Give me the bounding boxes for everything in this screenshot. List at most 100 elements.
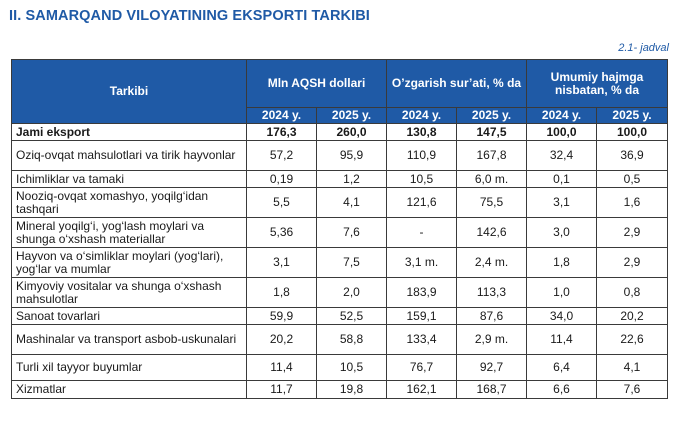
table-body: Jami eksport 176,3 260,0 130,8 147,5 100… [11, 123, 669, 399]
table-row: Ichimliklar va tamaki 0,19 1,2 10,5 6,0 … [11, 170, 669, 188]
cell-value: 4,1 [595, 354, 669, 381]
row-label: Mineral yoqilg‘i, yog‘lash moylari va sh… [11, 217, 247, 248]
cell-value: 52,5 [316, 307, 387, 325]
cell-value: 1,6 [595, 187, 669, 218]
cell-value: 6,6 [526, 380, 597, 399]
cell-value: 113,3 [456, 277, 527, 308]
header-year: 2024 y. [246, 107, 317, 124]
header-group-growth: O’zgarish sur’ati, % da [386, 59, 527, 108]
table-row: Xizmatlar 11,7 19,8 162,1 168,7 6,6 7,6 [11, 380, 669, 399]
cell-value: 2,4 m. [456, 247, 527, 278]
row-label: Kimyoviy vositalar va shunga o‘xshash ma… [11, 277, 247, 308]
table-row: Mashinalar va transport asbob-uskunalari… [11, 324, 669, 355]
cell-value: 147,5 [456, 123, 527, 141]
cell-value: 183,9 [386, 277, 457, 308]
cell-value: 1,0 [526, 277, 597, 308]
row-label: Jami eksport [11, 123, 247, 141]
row-label: Mashinalar va transport asbob-uskunalari [11, 324, 247, 355]
cell-value: 167,8 [456, 140, 527, 171]
cell-value: 76,7 [386, 354, 457, 381]
cell-value: 1,8 [526, 247, 597, 278]
header-tarkibi: Tarkibi [11, 59, 247, 124]
cell-value: 168,7 [456, 380, 527, 399]
cell-value: 22,6 [595, 324, 669, 355]
cell-value: 130,8 [386, 123, 457, 141]
header-year: 2025 y. [595, 107, 669, 124]
cell-value: 2,9 [595, 217, 669, 248]
cell-value: 57,2 [246, 140, 317, 171]
cell-value: 7,6 [595, 380, 669, 399]
cell-value: 0,19 [246, 170, 317, 188]
header-group-share: Umumiy hajmga nisbatan, % da [525, 59, 669, 108]
cell-value: 11,4 [246, 354, 317, 381]
cell-value: 2,9 m. [456, 324, 527, 355]
cell-value: 0,5 [595, 170, 669, 188]
table-row: Hayvon va o‘simliklar moylari (yog‘lari)… [11, 247, 669, 278]
cell-value: 0,8 [595, 277, 669, 308]
row-label: Sanoat tovarlari [11, 307, 247, 325]
table-row: Nooziq-ovqat xomashyo, yoqilg‘idan tashq… [11, 187, 669, 218]
cell-value: 87,6 [456, 307, 527, 325]
cell-value: 20,2 [246, 324, 317, 355]
cell-value: 7,6 [316, 217, 387, 248]
cell-value: 3,0 [526, 217, 597, 248]
cell-value: 2,9 [595, 247, 669, 278]
cell-value: 1,8 [246, 277, 317, 308]
cell-value: 1,2 [316, 170, 387, 188]
cell-value: 100,0 [526, 123, 597, 141]
header-year: 2025 y. [456, 107, 527, 124]
row-label: Xizmatlar [11, 380, 247, 399]
cell-value: 3,1 [526, 187, 597, 218]
cell-value: 110,9 [386, 140, 457, 171]
table-row: Oziq-ovqat mahsulotlari va tirik hayvonl… [11, 140, 669, 171]
row-label: Nooziq-ovqat xomashyo, yoqilg‘idan tashq… [11, 187, 247, 218]
cell-value: 95,9 [316, 140, 387, 171]
cell-value: 11,4 [526, 324, 597, 355]
row-label: Ichimliklar va tamaki [11, 170, 247, 188]
table-row: Mineral yoqilg‘i, yog‘lash moylari va sh… [11, 217, 669, 248]
cell-value: 176,3 [246, 123, 317, 141]
cell-value: 4,1 [316, 187, 387, 218]
cell-value: 19,8 [316, 380, 387, 399]
export-structure-table: Tarkibi Mln AQSH dollari O’zgarish sur’a… [11, 59, 669, 399]
cell-value: 2,0 [316, 277, 387, 308]
cell-value: 3,1 [246, 247, 317, 278]
header-year: 2024 y. [386, 107, 457, 124]
cell-value: 59,9 [246, 307, 317, 325]
cell-value: 20,2 [595, 307, 669, 325]
header-year: 2024 y. [526, 107, 597, 124]
cell-value: 100,0 [595, 123, 669, 141]
cell-value: 7,5 [316, 247, 387, 278]
cell-value: 5,36 [246, 217, 317, 248]
cell-value: 121,6 [386, 187, 457, 218]
cell-value: 0,1 [526, 170, 597, 188]
cell-value: 5,5 [246, 187, 317, 218]
row-label: Hayvon va o‘simliklar moylari (yog‘lari)… [11, 247, 247, 278]
table-row: Sanoat tovarlari 59,9 52,5 159,1 87,6 34… [11, 307, 669, 325]
cell-value: 3,1 m. [386, 247, 457, 278]
table-row: Kimyoviy vositalar va shunga o‘xshash ma… [11, 277, 669, 308]
cell-value: 142,6 [456, 217, 527, 248]
cell-value: 159,1 [386, 307, 457, 325]
cell-value: 260,0 [316, 123, 387, 141]
cell-value: - [386, 217, 457, 248]
cell-value: 34,0 [526, 307, 597, 325]
header-year: 2025 y. [316, 107, 387, 124]
row-label: Turli xil tayyor buyumlar [11, 354, 247, 381]
cell-value: 10,5 [316, 354, 387, 381]
cell-value: 162,1 [386, 380, 457, 399]
cell-value: 133,4 [386, 324, 457, 355]
cell-value: 75,5 [456, 187, 527, 218]
cell-value: 6,0 m. [456, 170, 527, 188]
cell-value: 10,5 [386, 170, 457, 188]
table-row-total: Jami eksport 176,3 260,0 130,8 147,5 100… [11, 123, 669, 141]
header-group-usd: Mln AQSH dollari [246, 59, 387, 108]
row-label: Oziq-ovqat mahsulotlari va tirik hayvonl… [11, 140, 247, 171]
table-reference: 2.1- jadval [618, 42, 669, 54]
cell-value: 36,9 [595, 140, 669, 171]
cell-value: 32,4 [526, 140, 597, 171]
cell-value: 11,7 [246, 380, 317, 399]
page-title: II. SAMARQAND VILOYATINING EKSPORTI TARK… [9, 8, 370, 24]
cell-value: 6,4 [526, 354, 597, 381]
cell-value: 92,7 [456, 354, 527, 381]
